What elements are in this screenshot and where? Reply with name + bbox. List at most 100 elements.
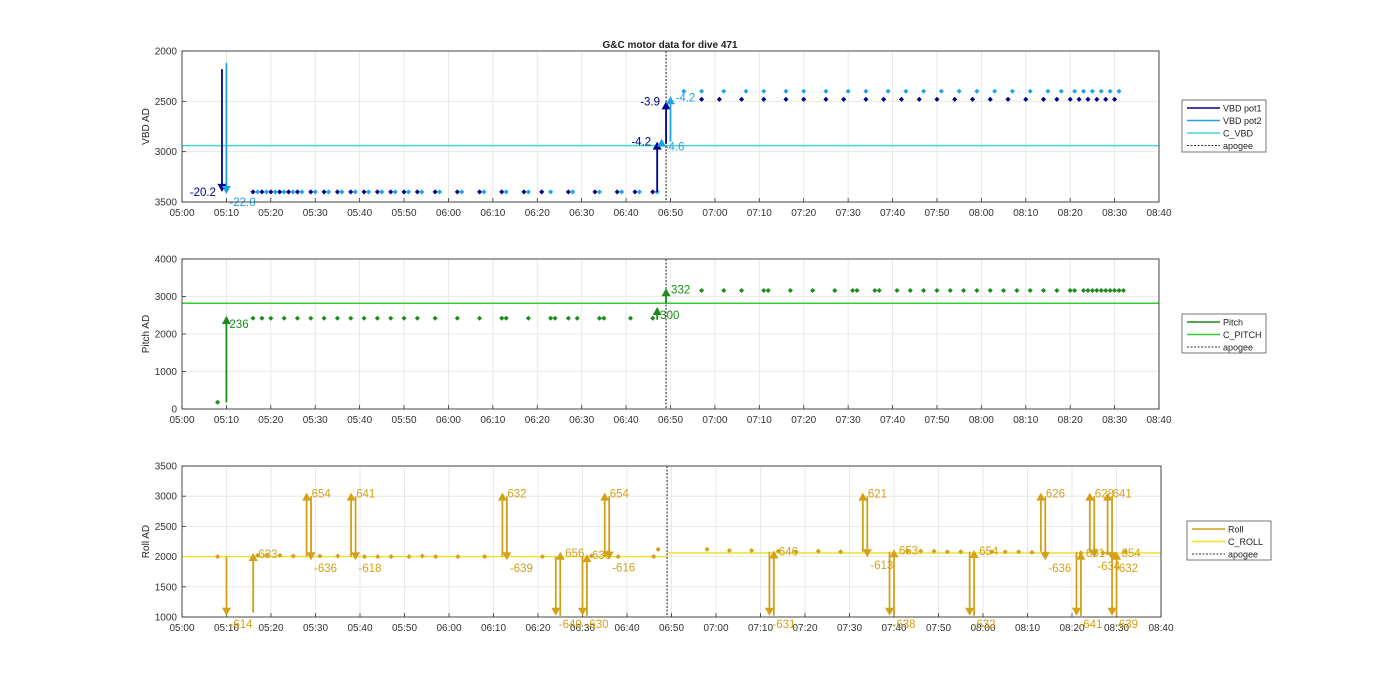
data-point: [214, 399, 221, 405]
y-tick-label: 3500: [155, 198, 178, 209]
data-point: [904, 548, 910, 554]
arrow-head: [600, 492, 610, 501]
arrow-label: -634: [1097, 561, 1121, 573]
y-tick-label: 3000: [155, 292, 178, 303]
data-point: [961, 287, 967, 294]
y-tick-label: 2500: [155, 522, 178, 533]
data-point: [281, 315, 287, 321]
data-point: [1098, 287, 1104, 294]
data-point: [308, 315, 314, 321]
data-point: [525, 189, 531, 195]
arrow-head: [657, 138, 667, 147]
data-point: [499, 315, 505, 321]
arrow-label: 300: [660, 310, 679, 322]
data-point: [414, 315, 420, 321]
x-tick-label: 08:40: [1146, 208, 1171, 219]
data-point: [958, 549, 964, 555]
data-point: [1089, 287, 1095, 294]
data-point: [1002, 549, 1008, 555]
x-tick-label: 07:30: [836, 208, 861, 219]
arrow-head: [221, 185, 231, 194]
data-point: [1072, 88, 1078, 94]
arrow-head: [661, 288, 671, 297]
arrow-label: -636: [1048, 563, 1071, 575]
arrow-head: [858, 492, 868, 501]
arrow-label: -639: [510, 563, 533, 575]
data-point: [619, 189, 625, 195]
y-axis-label: Roll AD: [141, 525, 152, 558]
arrow-head: [217, 183, 227, 192]
arrow-head: [965, 607, 975, 616]
legend-entry: apogee: [1223, 342, 1253, 352]
y-tick-label: 2500: [155, 97, 178, 108]
x-tick-label: 07:20: [791, 208, 816, 219]
data-point: [850, 287, 856, 294]
data-point: [872, 287, 878, 294]
arrow-head: [1071, 607, 1081, 616]
data-point: [361, 315, 367, 321]
arrow-head: [764, 607, 774, 616]
data-point: [432, 315, 438, 321]
data-point: [268, 315, 274, 321]
x-tick-label: 05:20: [258, 415, 283, 426]
data-point: [1085, 96, 1091, 102]
data-point: [317, 553, 323, 559]
axes-frame: [181, 50, 1160, 203]
data-point: [651, 554, 657, 560]
arrow-label: -4.6: [665, 142, 685, 154]
arrow-head: [502, 552, 512, 561]
y-axis-label: Pitch AD: [141, 315, 152, 353]
x-tick-label: 08:30: [1104, 623, 1129, 634]
x-tick-label: 05:50: [392, 208, 417, 219]
data-point: [1027, 88, 1033, 94]
arrow-label: -3.9: [640, 96, 660, 108]
data-point: [281, 189, 287, 195]
x-tick-label: 07:30: [836, 415, 861, 426]
arrow-label: 626: [1046, 489, 1065, 501]
x-tick-label: 07:50: [926, 623, 951, 634]
x-tick-label: 08:20: [1058, 415, 1083, 426]
arrow-label: -632: [973, 619, 996, 631]
x-tick-label: 05:50: [392, 623, 417, 634]
y-tick-label: 3000: [155, 492, 178, 503]
arrow-label: 653: [899, 545, 918, 557]
y-tick-label: 1500: [155, 582, 178, 593]
data-point: [627, 315, 634, 321]
x-tick-label: 07:40: [881, 623, 906, 634]
legend-entry: C_PITCH: [1223, 330, 1262, 340]
data-point: [388, 315, 394, 321]
data-point: [348, 315, 354, 321]
x-tick-label: 08:30: [1102, 415, 1127, 426]
data-point: [259, 315, 265, 321]
y-tick-label: 1000: [155, 367, 178, 378]
arrow-label: 656: [565, 548, 584, 560]
arrow-label: 654: [979, 546, 999, 558]
x-tick-label: 07:40: [880, 208, 905, 219]
arrow-label: 632: [507, 489, 526, 501]
arrow-label: -638: [893, 619, 916, 631]
data-point: [286, 189, 292, 195]
arrow-head: [306, 552, 316, 561]
data-point: [294, 189, 301, 195]
x-tick-label: 07:20: [792, 623, 817, 634]
x-tick-label: 06:40: [614, 623, 639, 634]
data-point: [1040, 287, 1047, 294]
data-point: [552, 315, 558, 321]
legend-entry: VBD pot1: [1223, 103, 1262, 113]
arrow-head: [302, 492, 312, 501]
data-point: [931, 548, 937, 554]
arrow-head: [1103, 492, 1113, 501]
arrow-head: [248, 552, 258, 561]
arrow-head: [661, 101, 671, 110]
x-tick-label: 06:20: [525, 623, 550, 634]
arrow-label: 654: [1122, 548, 1142, 560]
data-point: [765, 287, 771, 294]
x-tick-label: 07:20: [791, 415, 816, 426]
data-point: [254, 189, 261, 195]
x-tick-label: 07:50: [924, 208, 949, 219]
data-point: [596, 315, 602, 321]
data-point: [1054, 287, 1060, 294]
data-point: [406, 554, 412, 560]
x-tick-label: 06:30: [570, 623, 595, 634]
